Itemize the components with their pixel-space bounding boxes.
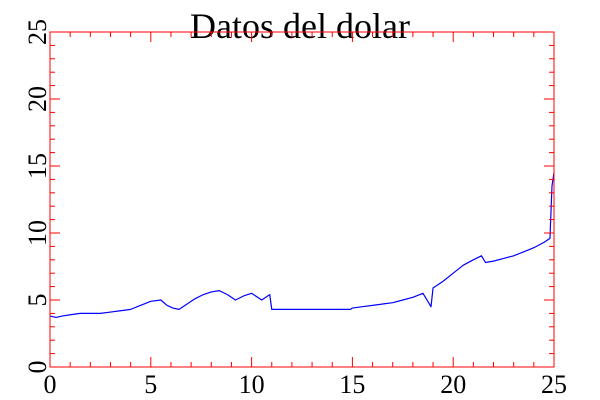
y-tick-label: 15 [23, 153, 52, 179]
y-tick-label: 0 [23, 361, 52, 374]
y-tick-label: 25 [23, 19, 52, 45]
chart-title: Datos del dolar [190, 6, 410, 46]
x-tick-label: 20 [440, 370, 466, 399]
x-tick-label: 15 [339, 370, 365, 399]
y-tick-label: 20 [23, 86, 52, 112]
series-group [49, 172, 555, 319]
x-tick-label: 10 [239, 370, 265, 399]
y-axis-ticks: 0 5 10 15 20 25 [23, 19, 554, 374]
x-axis-ticks: 0 5 10 15 20 25 [44, 32, 567, 399]
x-tick-label: 5 [144, 370, 157, 399]
x-tick-label: 25 [541, 370, 567, 399]
series-line-0 [49, 172, 555, 319]
y-tick-label: 10 [23, 220, 52, 246]
plot-frame [49, 31, 555, 368]
y-tick-label: 5 [23, 294, 52, 307]
x-tick-label: 0 [44, 370, 57, 399]
